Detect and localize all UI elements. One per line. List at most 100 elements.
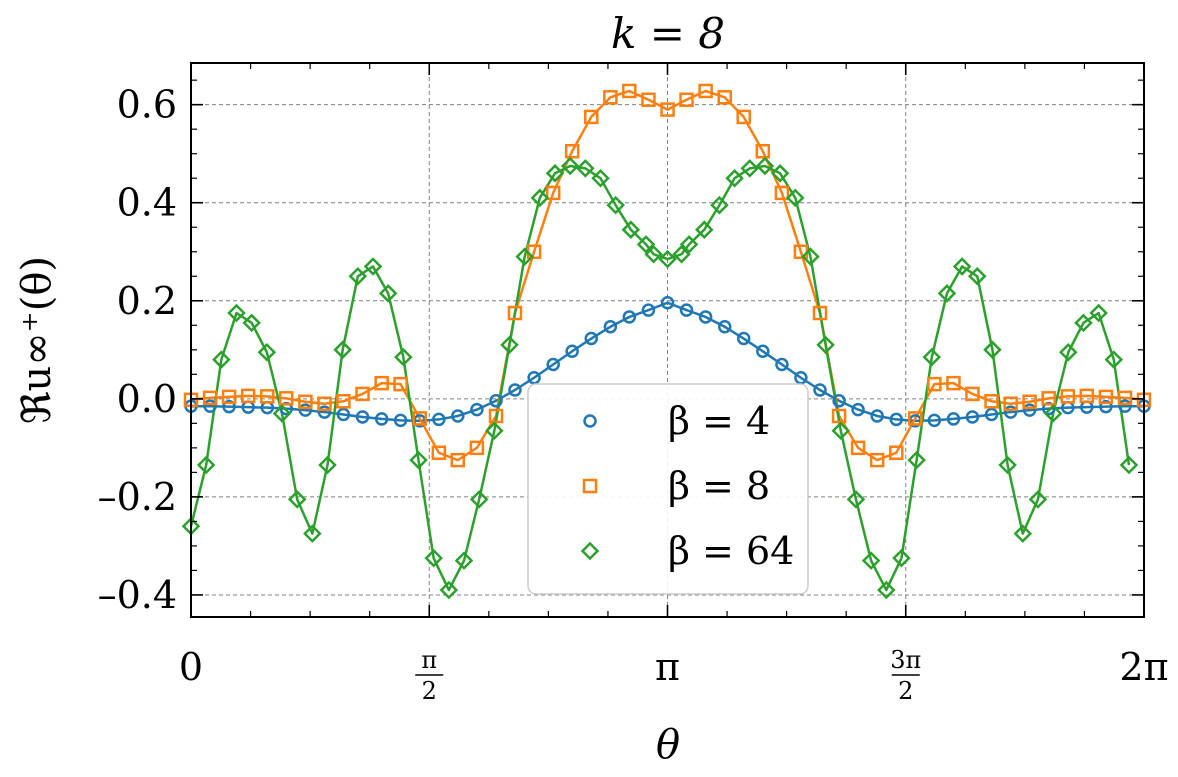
- data-point-series-1: [756, 344, 770, 359]
- data-point-series-3: [755, 156, 775, 176]
- y-axis-label: ℜu∞⁺(θ): [14, 256, 60, 424]
- data-point-series-2: [279, 391, 294, 406]
- data-point-series-1: [222, 399, 236, 414]
- data-point-series-2: [488, 408, 504, 424]
- data-point-series-1: [1003, 405, 1018, 419]
- data-point-series-2: [1041, 391, 1056, 406]
- data-point-series-1: [603, 320, 618, 334]
- data-point-series-3: [725, 168, 744, 188]
- data-point-series-3: [621, 220, 641, 239]
- data-point-series-1: [1118, 399, 1132, 413]
- data-point-series-1: [622, 310, 637, 324]
- data-point-series-3: [439, 580, 459, 600]
- data-point-series-3: [1074, 313, 1093, 333]
- data-point-series-1: [584, 331, 599, 346]
- data-point-series-1: [775, 357, 789, 372]
- data-point-series-3: [424, 548, 443, 568]
- data-point-series-1: [889, 412, 904, 427]
- data-point-series-3: [786, 188, 805, 208]
- data-point-series-3: [303, 524, 322, 543]
- data-point-series-2: [660, 102, 675, 117]
- data-point-series-2: [260, 389, 275, 404]
- data-point-series-2: [641, 92, 656, 108]
- data-point-series-2: [584, 109, 599, 125]
- data-point-series-3: [952, 257, 972, 276]
- data-point-series-3: [983, 340, 1002, 360]
- data-point-series-1: [298, 403, 313, 417]
- x-tick-label: 3π2: [890, 646, 921, 705]
- data-point-series-3: [672, 244, 691, 264]
- data-point-series-1: [317, 405, 332, 419]
- data-point-series-2: [221, 389, 237, 405]
- data-point-series-2: [431, 445, 447, 461]
- legend-marker-1: [583, 414, 597, 428]
- data-point-series-1: [851, 402, 865, 417]
- data-point-series-1: [336, 407, 351, 422]
- data-point-series-2: [622, 83, 637, 99]
- data-point-series-3: [922, 347, 942, 367]
- data-point-series-1: [965, 410, 980, 424]
- x-tick-label: π: [655, 645, 680, 689]
- data-point-series-3: [831, 421, 851, 440]
- y-tick-label: 0.2: [117, 279, 177, 323]
- legend-label-3: β = 64: [668, 529, 794, 573]
- data-point-series-2: [393, 376, 408, 392]
- data-point-series-3: [740, 159, 760, 178]
- data-point-series-2: [1117, 390, 1133, 406]
- data-point-series-2: [412, 411, 427, 426]
- data-point-series-1: [660, 295, 675, 310]
- data-point-series-3: [272, 404, 292, 423]
- data-point-series-3: [644, 244, 663, 264]
- data-point-series-1: [470, 402, 484, 417]
- data-point-series-2: [965, 386, 980, 402]
- data-point-series-2: [679, 92, 694, 108]
- data-point-series-2: [736, 109, 751, 125]
- data-point-series-1: [527, 371, 541, 385]
- data-point-series-2: [812, 305, 828, 321]
- legend-label-1: β = 4: [668, 399, 770, 443]
- data-point-series-3: [409, 450, 428, 470]
- data-point-series-3: [1028, 490, 1048, 509]
- data-point-series-1: [813, 383, 827, 397]
- data-point-series-3: [348, 266, 368, 286]
- data-point-series-3: [1013, 524, 1033, 543]
- legend-label-2: β = 8: [668, 464, 770, 508]
- data-point-series-2: [717, 90, 732, 105]
- data-point-series-3: [937, 284, 957, 303]
- data-point-series-1: [717, 320, 732, 334]
- data-point-series-3: [1119, 455, 1139, 475]
- data-point-series-2: [1022, 394, 1037, 410]
- data-point-series-3: [679, 235, 699, 254]
- data-point-series-3: [227, 303, 246, 323]
- data-point-series-1: [794, 371, 808, 385]
- data-point-series-3: [394, 347, 413, 367]
- data-point-series-3: [816, 335, 835, 355]
- data-point-series-1: [946, 412, 961, 426]
- data-point-series-3: [846, 490, 866, 509]
- data-point-series-1: [1022, 403, 1037, 417]
- data-point-series-2: [755, 143, 771, 159]
- data-point-series-2: [869, 452, 885, 468]
- data-point-series-2: [336, 394, 351, 409]
- data-point-series-3: [1104, 350, 1124, 369]
- data-point-series-2: [545, 185, 561, 201]
- x-tick-numerator: 3π: [890, 646, 921, 674]
- data-point-series-3: [1059, 342, 1078, 362]
- data-point-series-3: [530, 188, 550, 208]
- data-point-series-2: [850, 440, 866, 456]
- data-point-series-1: [832, 394, 846, 408]
- x-tick-numerator: π: [421, 646, 437, 674]
- data-point-series-3: [212, 350, 231, 369]
- legend: β = 4 β = 8 β = 64: [527, 383, 809, 595]
- legend-marker-2: [582, 478, 598, 494]
- data-point-series-1: [984, 407, 999, 422]
- data-point-series-3: [968, 266, 987, 286]
- data-point-series-2: [907, 411, 923, 426]
- data-point-series-1: [565, 344, 579, 359]
- data-point-series-3: [378, 284, 398, 303]
- data-point-series-2: [1060, 389, 1076, 404]
- data-point-series-1: [203, 399, 217, 413]
- data-point-series-2: [946, 375, 961, 391]
